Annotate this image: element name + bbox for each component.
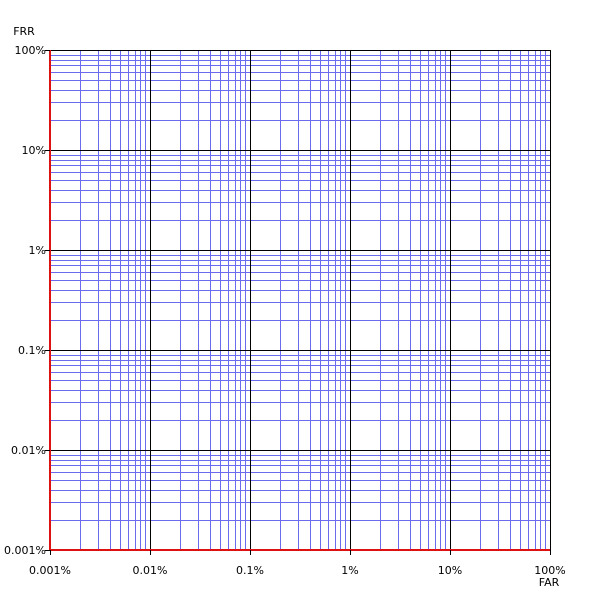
y-tick-label: 100% — [15, 44, 46, 57]
axes — [45, 50, 551, 555]
x-tick-label: 0.1% — [236, 564, 264, 577]
x-tick-label: 10% — [438, 564, 462, 577]
x-tick-label: 0.01% — [133, 564, 168, 577]
y-axis-label: FRR — [13, 25, 35, 38]
x-axis-label: FAR — [539, 576, 560, 589]
major-grid — [50, 50, 551, 551]
minor-grid — [50, 50, 550, 550]
y-tick-label: 0.001% — [4, 544, 46, 557]
y-tick-label: 0.01% — [11, 444, 46, 457]
x-tick-label: 100% — [534, 564, 565, 577]
x-tick-label: 1% — [341, 564, 358, 577]
tick-labels: 0.001% 0.01% 0.1% 1% 10% 100% 0.001% 0.01% 0.1% 1… — [4, 44, 566, 577]
y-tick-label: 10% — [22, 144, 46, 157]
x-tick-label: 0.001% — [29, 564, 71, 577]
y-tick-label: 1% — [29, 244, 46, 257]
y-tick-label: 0.1% — [18, 344, 46, 357]
